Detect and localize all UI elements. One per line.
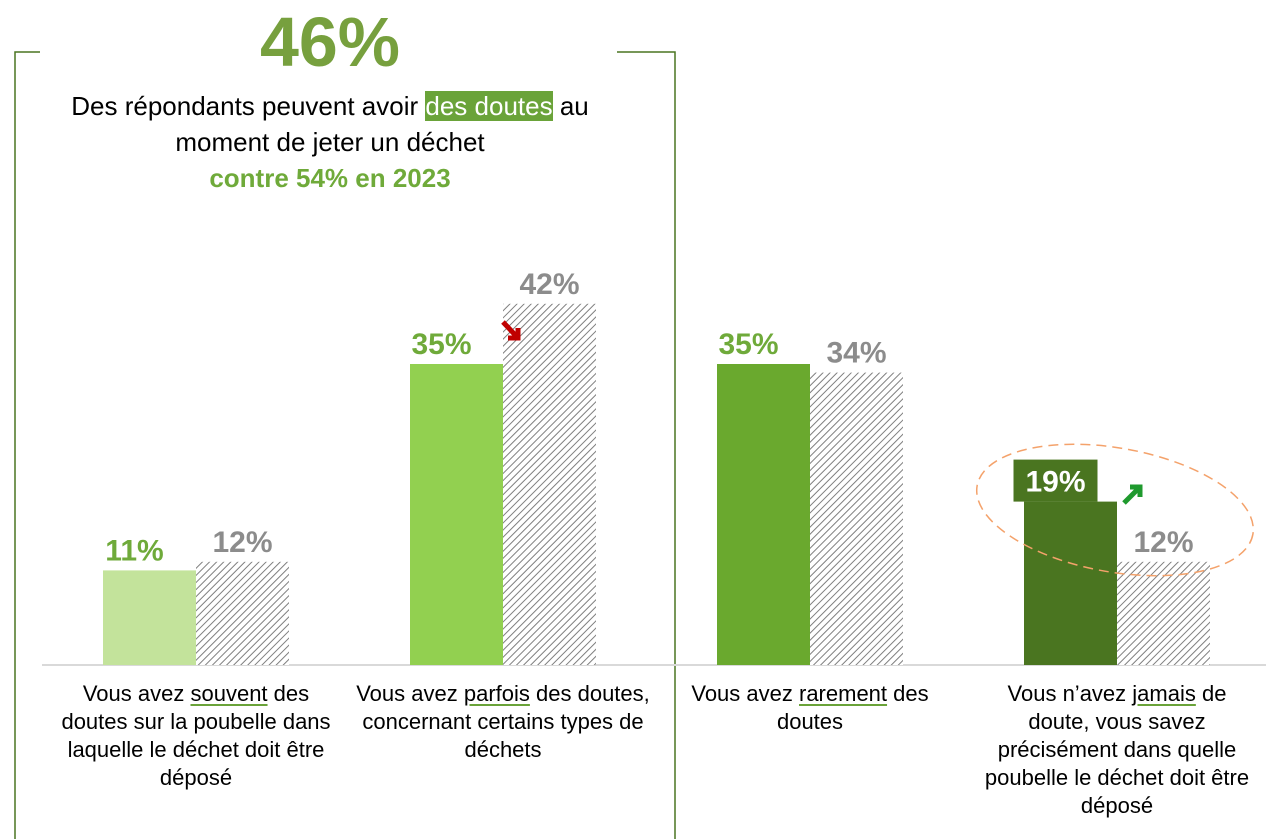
label-text: Vous n’avez — [1007, 681, 1133, 706]
label-text: de doute, vous savez précisément dans qu… — [984, 681, 1250, 818]
value-label: 42% — [519, 268, 579, 301]
label-text: des doutes sur la poubelle dans laquelle… — [61, 681, 331, 790]
subtitle-text: au moment de jeter un déchet — [175, 91, 589, 157]
value-label-box — [1013, 459, 1098, 502]
bar — [196, 561, 289, 665]
down-arrow — [501, 320, 521, 341]
value-label: 35% — [411, 328, 471, 361]
label-text: des doutes — [776, 681, 929, 734]
underlined-word: parfois — [463, 681, 530, 706]
label-text: des doutes, concernant certains types de… — [362, 681, 650, 762]
underlined-word: jamais — [1132, 681, 1196, 706]
highlight-ellipse — [975, 443, 1255, 577]
value-label: 34% — [826, 337, 886, 370]
subtitle-text: Des répondants peuvent avoir — [71, 91, 426, 121]
label-text: Vous avez — [356, 681, 464, 706]
underlined-word: souvent — [190, 681, 268, 706]
bar — [1117, 561, 1210, 665]
comparison: contre 54% en 2023 — [209, 163, 451, 193]
value-label: 35% — [718, 328, 778, 361]
label-text: Vous avez — [691, 681, 799, 706]
label-text: Vous avez — [82, 681, 191, 706]
x-tick-label: Vous avez souvent des doutes sur la poub… — [50, 680, 342, 792]
value-label: 11% — [105, 534, 163, 567]
headline: 46% — [259, 3, 401, 81]
bars: 11% 35% 35% 19% 12% 42% 34% 12% — [103, 268, 1210, 665]
value-label: 12% — [212, 526, 272, 559]
subtitle-highlight: des doutes — [425, 91, 553, 121]
bar — [810, 372, 903, 665]
bar — [1024, 501, 1117, 665]
up-arrow — [1122, 484, 1143, 505]
bar — [103, 570, 196, 665]
x-tick-label: Vous avez parfois des doutes, concernant… — [353, 680, 653, 764]
x-tick-label: Vous n’avez jamais de doute, vous savez … — [982, 680, 1252, 820]
subtitle: Des répondants peuvent avoir des doutes … — [55, 88, 605, 160]
value-label: 19% — [1025, 466, 1085, 499]
bracket — [14, 51, 676, 839]
x-tick-label: Vous avez rarement des doutes — [690, 680, 930, 736]
bar — [717, 364, 810, 665]
bar — [410, 364, 503, 665]
underlined-word: rarement — [799, 681, 888, 706]
bar — [503, 303, 596, 665]
value-label: 12% — [1133, 526, 1193, 559]
